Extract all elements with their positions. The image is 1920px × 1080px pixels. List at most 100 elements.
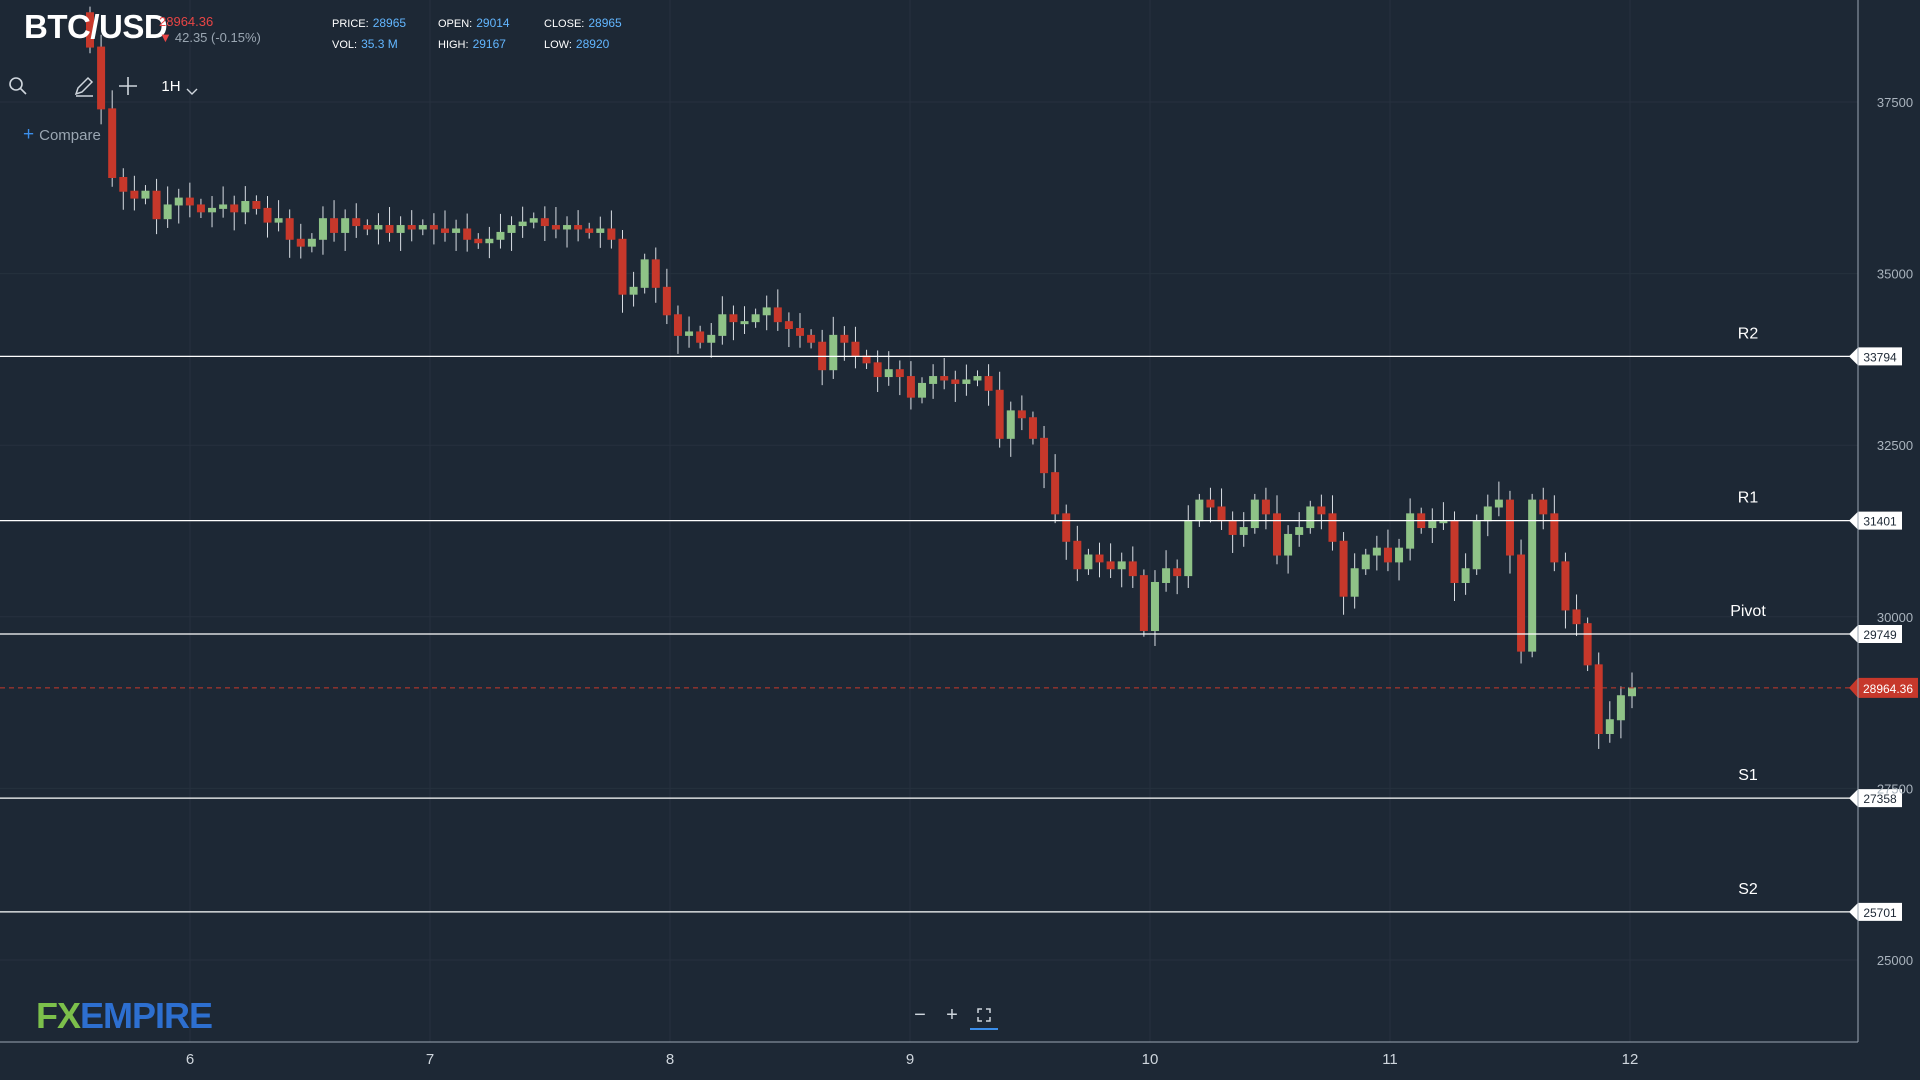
symbol-title: BTC/USD <box>24 8 168 45</box>
candle-body <box>341 218 350 233</box>
timeframe-value: 1H <box>161 77 181 95</box>
candle-body <box>230 204 239 213</box>
last-price-tag <box>1849 677 1918 698</box>
candle-body <box>729 314 738 323</box>
stat-price: PRICE: 28965 <box>332 16 407 30</box>
candle-body <box>452 228 461 233</box>
candle-body <box>507 225 516 233</box>
candle-body <box>1550 513 1559 563</box>
candle-body <box>1084 554 1093 570</box>
candle-body <box>208 207 217 213</box>
search-button[interactable] <box>0 66 36 106</box>
candle-body <box>1228 520 1237 535</box>
stat-open: OPEN: 29014 <box>438 16 510 30</box>
candle-body <box>563 225 572 230</box>
candle-body <box>1062 513 1071 542</box>
candle-body <box>108 108 117 179</box>
last-price: 28964.36 <box>159 14 214 29</box>
candle-body <box>696 331 705 343</box>
change-value: 42.35 (-0.15%) <box>174 30 261 45</box>
candle-body <box>263 207 272 223</box>
candle-body <box>1206 499 1215 508</box>
candle-body <box>1328 513 1337 542</box>
candle-body <box>1128 561 1137 577</box>
candle-body <box>795 328 804 336</box>
candle-body <box>152 190 161 220</box>
candle-body <box>174 197 183 206</box>
candle-body <box>751 314 760 323</box>
candle-body <box>1028 417 1037 439</box>
candle-body <box>829 334 838 371</box>
x-tick-label: 6 <box>186 1051 194 1068</box>
x-tick-label: 7 <box>426 1051 434 1068</box>
fullscreen-icon <box>977 1008 991 1022</box>
fullscreen-button[interactable] <box>970 1002 998 1030</box>
candle-body <box>1095 554 1104 563</box>
candle-body <box>529 218 538 223</box>
candle-body <box>1150 581 1159 632</box>
candle-body <box>1572 609 1581 625</box>
y-tick-label: 25000 <box>1877 953 1913 968</box>
candle-body <box>1539 499 1548 515</box>
draw-button[interactable] <box>66 66 102 106</box>
candle-body <box>1117 561 1126 570</box>
candle-body <box>285 218 294 240</box>
candle-body <box>463 228 472 240</box>
x-tick-label: 8 <box>666 1051 674 1068</box>
candle-body <box>363 225 372 230</box>
candle-body <box>707 334 716 343</box>
candle-body <box>518 221 527 227</box>
candle-body <box>629 286 638 295</box>
candle-body <box>1162 568 1171 583</box>
candle-body <box>418 225 427 230</box>
candle-body <box>607 228 616 240</box>
candle-body <box>962 379 971 384</box>
stat-vol: VOL: 35.3 M <box>332 37 398 51</box>
candle-body <box>296 238 305 247</box>
level-label-r1: R1 <box>1738 490 1759 507</box>
candle-body <box>1395 547 1404 563</box>
candle-body <box>1406 513 1415 549</box>
level-value: 31401 <box>1863 515 1897 529</box>
chart-header: BTC/USD <box>24 8 168 46</box>
level-tag <box>1849 789 1902 808</box>
candle-body <box>895 369 904 378</box>
candle-body <box>1383 547 1392 563</box>
price-change: ▼ 42.35 (-0.15%) <box>159 30 261 45</box>
x-tick-label: 12 <box>1622 1051 1639 1068</box>
candle-body <box>1173 568 1182 577</box>
chevron-down-icon <box>186 88 198 95</box>
candle-body <box>241 201 250 213</box>
candle-body <box>929 376 938 384</box>
candle-body <box>1450 520 1459 583</box>
candle-body <box>485 238 494 244</box>
candle-body <box>1306 506 1315 529</box>
candle-body <box>951 379 960 384</box>
level-tag <box>1849 347 1902 366</box>
candle-body <box>762 307 771 316</box>
candle-body <box>1628 687 1636 697</box>
candle-body <box>274 218 283 223</box>
candle-body <box>219 204 228 209</box>
candle-body <box>86 12 94 48</box>
compare-button[interactable]: + Compare <box>23 124 101 146</box>
zoom-in-button[interactable]: + <box>938 1002 966 1028</box>
candle-body <box>1017 410 1026 419</box>
candle-body <box>352 218 361 227</box>
candle-body <box>196 204 205 213</box>
candle-body <box>807 334 816 343</box>
y-tick-label: 35000 <box>1877 267 1913 282</box>
candle-body <box>1239 527 1248 535</box>
candle-body <box>1317 506 1326 515</box>
candle-body <box>618 238 627 295</box>
candle-body <box>1217 506 1226 522</box>
timeframe-select[interactable]: 1H <box>156 66 204 106</box>
candle-body <box>1616 695 1625 721</box>
crosshair-button[interactable] <box>112 66 144 106</box>
candle-body <box>119 177 128 192</box>
zoom-out-button[interactable]: − <box>906 1002 934 1028</box>
candle-body <box>1040 437 1049 474</box>
last-price-tag-value: 28964.36 <box>1863 682 1913 696</box>
candle-body <box>307 238 316 247</box>
